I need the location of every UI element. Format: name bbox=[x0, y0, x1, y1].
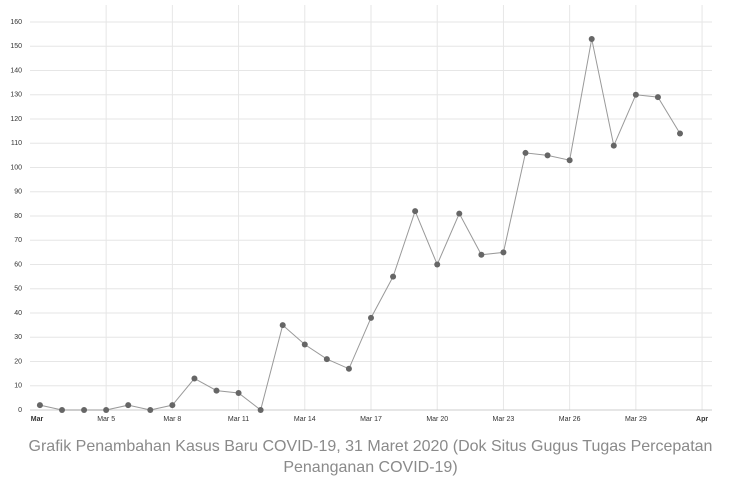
y-tick-label: 150 bbox=[10, 43, 22, 50]
point bbox=[412, 208, 419, 215]
y-tick-label: 70 bbox=[14, 237, 22, 244]
x-tick-label: Mar 20 bbox=[426, 416, 448, 423]
point bbox=[213, 387, 220, 394]
x-tick-label: Mar bbox=[31, 416, 44, 423]
line bbox=[39, 38, 681, 411]
y-tick-label: 20 bbox=[14, 358, 22, 365]
point bbox=[500, 249, 507, 256]
point bbox=[654, 94, 661, 101]
chart: 0 10 20 30 40 50 60 70 80 90 100 110 120 130 140 150 160… bbox=[10, 5, 712, 423]
point bbox=[566, 157, 573, 164]
point bbox=[345, 365, 352, 372]
y-tick-label: 100 bbox=[10, 164, 22, 171]
point bbox=[125, 402, 132, 409]
point bbox=[169, 402, 176, 409]
y-tick-label: 90 bbox=[14, 189, 22, 196]
point bbox=[676, 130, 683, 137]
y-tick-label: 130 bbox=[10, 92, 22, 99]
y-tick-label: 140 bbox=[10, 67, 22, 74]
point bbox=[257, 407, 264, 413]
y-tick-label: 30 bbox=[14, 334, 22, 341]
y-tick-label: 40 bbox=[14, 310, 22, 317]
point bbox=[390, 273, 397, 280]
point bbox=[81, 407, 88, 413]
y-tick-label: 80 bbox=[14, 213, 22, 220]
y-tick-label: 0 bbox=[18, 407, 22, 414]
point bbox=[478, 251, 485, 258]
point bbox=[323, 356, 330, 363]
x-tick-label: Mar 29 bbox=[625, 416, 647, 423]
x-tick-label: Mar 23 bbox=[493, 416, 515, 423]
point bbox=[632, 91, 639, 98]
point bbox=[301, 341, 308, 348]
point bbox=[36, 402, 43, 409]
point bbox=[544, 152, 551, 159]
point bbox=[191, 375, 198, 382]
point bbox=[103, 407, 110, 413]
point bbox=[147, 407, 154, 413]
x-tick-label: Mar 8 bbox=[163, 416, 181, 423]
x-tick-label: Mar 17 bbox=[360, 416, 382, 423]
point bbox=[522, 149, 529, 156]
point bbox=[434, 261, 441, 268]
y-tick-label: 60 bbox=[14, 261, 22, 268]
x-tick-label: Mar 11 bbox=[228, 416, 249, 423]
x-tick-label: Mar 5 bbox=[97, 416, 115, 423]
point bbox=[235, 390, 242, 397]
point bbox=[59, 407, 66, 413]
x-tick-label: Mar 14 bbox=[294, 416, 316, 423]
caption: Grafik Penambahan Kasus Baru COVID-19, 3… bbox=[28, 438, 713, 476]
point bbox=[279, 322, 286, 329]
point bbox=[456, 210, 463, 217]
y-tick-label: 120 bbox=[10, 116, 22, 123]
x-tick-label: Mar 26 bbox=[559, 416, 581, 423]
y-tick-label: 160 bbox=[10, 19, 22, 26]
y-tick-label: 50 bbox=[14, 286, 22, 293]
y-tick-label: 110 bbox=[11, 140, 22, 147]
x-tick-label: Apr bbox=[696, 416, 708, 423]
point bbox=[610, 142, 617, 149]
point bbox=[588, 35, 595, 42]
y-tick-label: 10 bbox=[14, 383, 22, 390]
point bbox=[368, 314, 374, 321]
